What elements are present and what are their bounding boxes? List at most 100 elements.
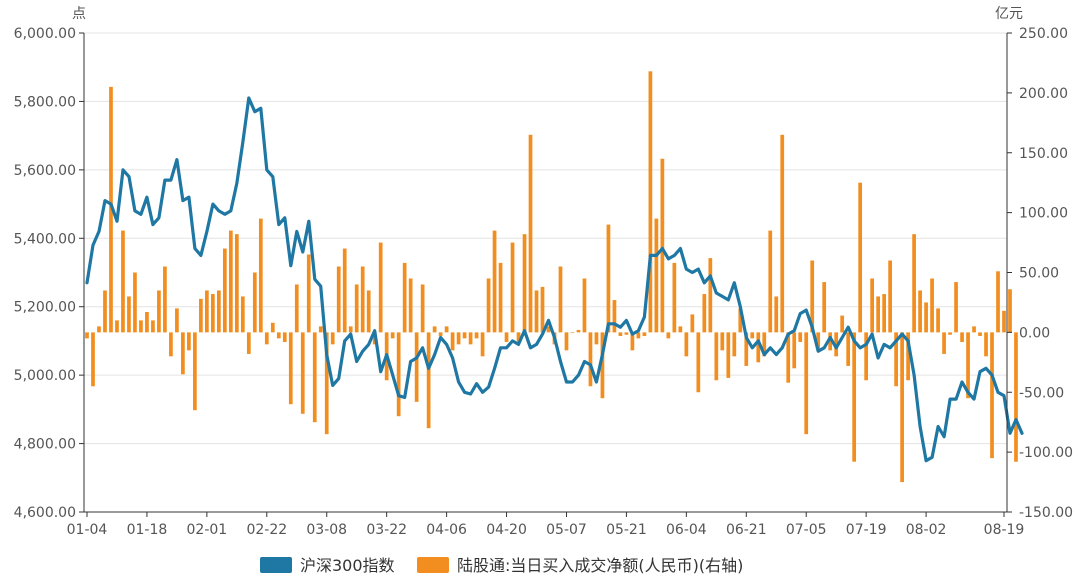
bar — [546, 326, 551, 333]
bar — [294, 284, 299, 333]
bar — [648, 71, 653, 333]
bar — [306, 254, 311, 333]
bar — [660, 158, 665, 333]
bar — [234, 234, 239, 333]
x-tick-label: 03-22 — [366, 522, 407, 538]
bar — [798, 332, 803, 342]
left-tick-label: 5,400.00 — [14, 231, 76, 247]
bar — [354, 284, 359, 333]
bar — [264, 332, 269, 345]
bar — [504, 332, 509, 342]
bar — [582, 278, 587, 333]
bar — [936, 308, 940, 333]
x-tick-label: 07-19 — [846, 522, 887, 538]
bar — [720, 332, 725, 351]
bar — [684, 332, 689, 357]
bar — [534, 290, 539, 333]
bar — [522, 234, 527, 333]
bar — [672, 262, 677, 333]
bar — [270, 322, 275, 333]
left-tick-label: 5,200.00 — [14, 300, 76, 316]
bar — [366, 290, 371, 333]
bar — [690, 314, 695, 333]
left-tick-label: 5,800.00 — [14, 94, 76, 110]
bar — [85, 332, 89, 339]
bar — [588, 332, 593, 387]
bar — [906, 332, 910, 381]
left-tick-label: 5,000.00 — [14, 368, 76, 384]
bar — [139, 320, 143, 333]
bar — [888, 260, 892, 333]
bar — [468, 332, 473, 345]
bar — [163, 266, 167, 333]
x-tick-label: 06-21 — [726, 522, 767, 538]
bar — [402, 262, 407, 333]
bar — [252, 272, 257, 333]
bar — [324, 332, 329, 435]
right-tick-label: 50.00 — [1019, 266, 1059, 282]
bar — [708, 258, 713, 333]
bar — [222, 248, 227, 333]
bar — [426, 332, 431, 429]
bar — [744, 332, 749, 366]
left-tick-label: 4,600.00 — [14, 505, 76, 521]
right-tick-label: 250.00 — [1019, 26, 1068, 42]
bar — [564, 332, 569, 351]
bar — [432, 326, 437, 333]
bar — [804, 332, 809, 435]
legend-swatch-northbound — [417, 557, 449, 573]
right-tick-label: 100.00 — [1019, 206, 1068, 222]
bar — [420, 284, 425, 333]
bar — [678, 326, 683, 333]
bar — [576, 329, 581, 333]
bar — [990, 332, 994, 459]
bar — [199, 298, 203, 333]
bar — [792, 332, 797, 369]
bar — [630, 332, 635, 351]
bar — [486, 278, 491, 333]
bar — [348, 326, 353, 333]
bar — [942, 332, 946, 354]
bar — [318, 326, 323, 333]
bar — [960, 332, 964, 342]
bar — [187, 332, 191, 351]
bar — [870, 278, 875, 333]
bar — [444, 326, 449, 333]
bar — [480, 332, 485, 357]
bar — [516, 332, 521, 342]
right-axis-unit: 亿元 — [995, 6, 1023, 22]
bar — [918, 290, 922, 333]
legend: 沪深300指数 陆股通:当日买入成交净额(人民币)(右轴) — [260, 556, 743, 575]
right-tick-label: -50.00 — [1019, 385, 1064, 401]
bar — [924, 302, 928, 333]
bar — [258, 218, 263, 333]
bar — [954, 282, 958, 333]
bar — [984, 332, 988, 357]
legend-label-csi300: 沪深300指数 — [300, 556, 395, 575]
bar-series — [85, 71, 1018, 483]
x-tick-label: 05-21 — [606, 522, 647, 538]
right-tick-label: 200.00 — [1019, 86, 1068, 102]
bar — [240, 296, 245, 333]
legend-swatch-csi300 — [260, 557, 292, 573]
bar — [360, 266, 365, 333]
bar — [492, 230, 497, 333]
bar — [91, 332, 95, 387]
bar — [228, 230, 233, 333]
bar — [438, 332, 443, 336]
left-tick-label: 6,000.00 — [14, 26, 76, 42]
bar — [774, 296, 779, 333]
bar — [151, 320, 155, 333]
bar — [702, 294, 707, 333]
line-series — [85, 96, 1024, 463]
bar — [894, 332, 898, 387]
bar — [1014, 332, 1018, 462]
bar — [288, 332, 293, 405]
bar — [127, 296, 131, 333]
bar — [882, 294, 886, 333]
bar — [762, 332, 767, 357]
bar — [528, 134, 533, 333]
bar — [786, 332, 791, 383]
bar — [211, 294, 215, 333]
